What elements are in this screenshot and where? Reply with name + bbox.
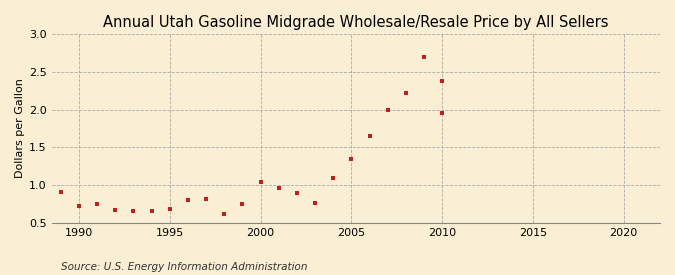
Point [328, 175, 339, 180]
Point [55, 190, 66, 194]
Point [273, 186, 284, 191]
Point [346, 157, 357, 161]
Point [382, 108, 393, 112]
Point [237, 202, 248, 207]
Title: Annual Utah Gasoline Midgrade Wholesale/Resale Price by All Sellers: Annual Utah Gasoline Midgrade Wholesale/… [103, 15, 609, 30]
Point [74, 204, 84, 209]
Point [200, 197, 211, 201]
Point [437, 79, 448, 83]
Point [165, 207, 176, 211]
Point [255, 180, 266, 185]
Point [310, 201, 321, 206]
Point [219, 212, 230, 216]
Point [110, 207, 121, 212]
Point [437, 111, 448, 116]
Point [146, 209, 157, 213]
Point [128, 209, 139, 213]
Point [418, 54, 429, 59]
Point [400, 91, 411, 95]
Point [92, 202, 103, 207]
Point [292, 191, 302, 195]
Text: Source: U.S. Energy Information Administration: Source: U.S. Energy Information Administ… [61, 262, 307, 272]
Y-axis label: Dollars per Gallon: Dollars per Gallon [15, 79, 25, 178]
Point [182, 198, 193, 203]
Point [364, 134, 375, 138]
